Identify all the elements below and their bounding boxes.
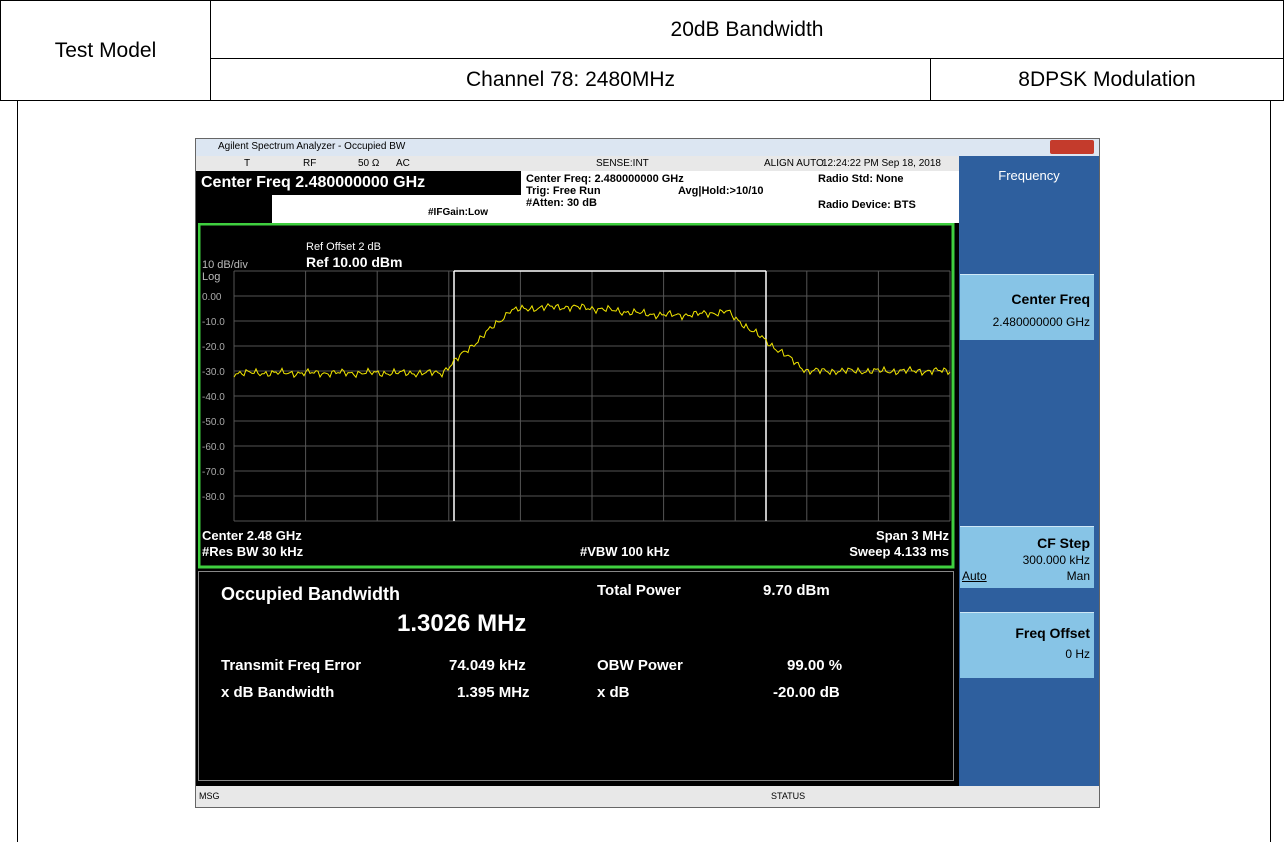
- status-item: 50 Ω: [358, 158, 380, 169]
- freq-error: 74.049 kHz: [449, 657, 526, 674]
- ref-offset: Ref Offset 2 dB: [306, 241, 382, 253]
- center-freq: Center Freq 2.480000000 GHz: [201, 174, 426, 191]
- xdb-bw-label: x dB Bandwidth: [221, 684, 335, 701]
- if-gain: #IFGain:Low: [428, 207, 488, 218]
- test-model: Test Model: [54, 38, 157, 62]
- ref-level: Ref 10.00 dBm: [306, 254, 403, 270]
- xdb: -20.00 dB: [773, 684, 840, 701]
- y-label: -20.0: [202, 342, 225, 353]
- footer: MSG STATUS: [196, 786, 1099, 807]
- res-bw: #Res BW 30 kHz: [202, 544, 304, 559]
- bandwidth-markers: [453, 270, 767, 521]
- screenshot: Agilent Spectrum Analyzer - Occupied BW …: [195, 138, 1100, 808]
- menu-title: Frequency: [998, 168, 1060, 183]
- y-label: -60.0: [202, 442, 225, 453]
- spectrum-plot: 0.00 -10.0 -20.0 -30.0 -40.0 -50.0 -60.0 -70.0 -…: [198, 223, 955, 569]
- y-label: -40.0: [202, 392, 225, 403]
- softkey-label: Freq Offset: [1015, 625, 1090, 641]
- trace: [233, 302, 951, 379]
- status-item: SENSE:INT: [596, 158, 649, 169]
- window-title: Agilent Spectrum Analyzer - Occupied BW: [218, 141, 406, 152]
- softkey[interactable]: Freq Offset 0 Hz: [960, 612, 1094, 678]
- title-bar: Agilent Spectrum Analyzer - Occupied BW: [196, 139, 1099, 156]
- softkey-label: Center Freq: [1011, 291, 1090, 307]
- scale-type: Log: [202, 271, 221, 283]
- xdb-bw: 1.395 MHz: [457, 684, 530, 701]
- xdb-label: x dB: [597, 684, 630, 701]
- box: [272, 195, 521, 223]
- border: [17, 100, 18, 842]
- status-row: T RF 50 Ω AC SENSE:INT ALIGN AUTO 12:24:22 PM …: [196, 156, 959, 171]
- sweep: Sweep 4.133 ms: [849, 544, 949, 559]
- window-buttons: [1050, 140, 1094, 154]
- status-item: 12:24:22 PM Sep 18, 2018: [822, 158, 941, 169]
- obw-title: Occupied Bandwidth: [221, 584, 401, 604]
- y-label: -10.0: [202, 317, 225, 328]
- results-panel: Occupied Bandwidth 1.3026 MHz Total Powe…: [198, 571, 954, 781]
- total-power-label: Total Power: [597, 582, 681, 599]
- channel: Channel 78: 2480MHz: [466, 67, 675, 91]
- channel-cell: Channel 78: 2480MHz: [210, 58, 931, 101]
- border: [1270, 100, 1271, 842]
- auto: Auto: [962, 569, 987, 583]
- softkey-value: 0 Hz: [1065, 647, 1090, 661]
- test-title: 20dB Bandwidth: [670, 17, 824, 41]
- label-cell: Test Model: [0, 0, 211, 101]
- span: Span 3 MHz: [876, 528, 949, 543]
- y-label: -80.0: [202, 492, 225, 503]
- softkey-value: 300.000 kHz: [1022, 553, 1090, 567]
- status: STATUS: [771, 791, 806, 801]
- scale: 10 dB/div: [202, 259, 248, 271]
- status-item: RF: [303, 158, 317, 169]
- modulation: 8DPSK Modulation: [1018, 67, 1196, 91]
- center-freq-setting: Center Freq: 2.480000000 GHz: [526, 173, 684, 185]
- total-power: 9.70 dBm: [763, 582, 830, 599]
- softkey-panel: Frequency: [959, 156, 1099, 807]
- modulation-cell: 8DPSK Modulation: [930, 58, 1284, 101]
- center: Center 2.48 GHz: [202, 528, 302, 543]
- obw-power-label: OBW Power: [597, 657, 683, 674]
- y-label: -50.0: [202, 417, 225, 428]
- radio-device: Radio Device: BTS: [818, 199, 916, 211]
- attenuation: #Atten: 30 dB: [526, 197, 597, 209]
- softkey-value: 2.480000000 GHz: [992, 315, 1090, 329]
- softkey[interactable]: CF Step 300.000 kHz Auto Man: [960, 526, 1094, 588]
- freq-error-label: Transmit Freq Error: [221, 657, 362, 674]
- softkey[interactable]: Center Freq 2.480000000 GHz: [960, 274, 1094, 340]
- msg: MSG: [199, 791, 220, 801]
- softkey-label: CF Step: [1037, 535, 1090, 551]
- status-item: T: [244, 158, 251, 169]
- status-item: AC: [396, 158, 410, 169]
- status-item: ALIGN AUTO: [764, 158, 824, 169]
- obw-power: 99.00 %: [787, 657, 843, 674]
- radio-std: Radio Std: None: [818, 173, 904, 185]
- avg-hold: Avg|Hold:>10/10: [678, 185, 764, 197]
- y-label: -70.0: [202, 467, 225, 478]
- settings-panel: Center Freq 2.480000000 GHz #IFGain:Low …: [196, 171, 959, 223]
- trigger: Trig: Free Run: [526, 185, 601, 197]
- y-label: -30.0: [202, 367, 225, 378]
- man: Man: [1066, 569, 1090, 583]
- vbw: #VBW 100 kHz: [580, 544, 670, 559]
- title-cell: 20dB Bandwidth: [210, 0, 1284, 59]
- y-label: 0.00: [202, 292, 222, 303]
- obw-value: 1.3026 MHz: [397, 610, 527, 637]
